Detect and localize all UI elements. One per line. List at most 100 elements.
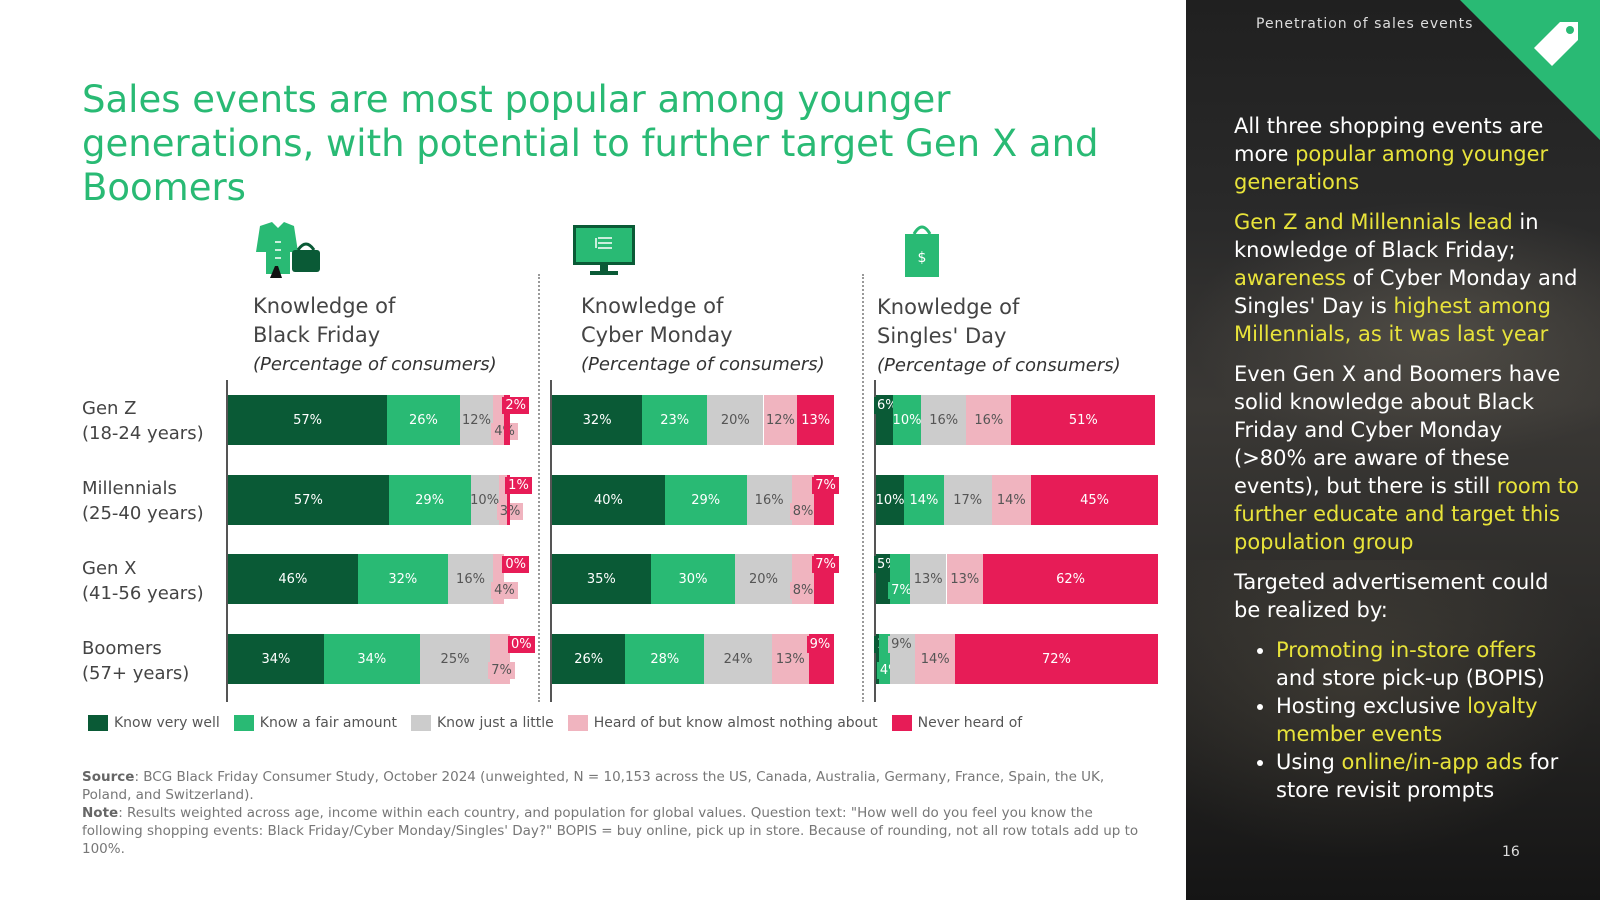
section-label: Penetration of sales events (1256, 16, 1474, 32)
legend-item: Know just a little (410, 715, 554, 731)
bar-segment-heard-of: 14% (915, 634, 955, 684)
svg-text:$: $ (918, 250, 927, 266)
data-label: 4% (491, 582, 518, 599)
panel-divider (862, 274, 864, 702)
bar-segment-never-heard: 72% (954, 634, 1158, 684)
page-title: Sales events are most popular among youn… (82, 78, 1099, 209)
bar-segment-just-a-little: 16% (447, 554, 494, 604)
bar-segment-just-a-little: 16% (746, 475, 792, 525)
bar-segment-very-well: 57% (228, 395, 388, 445)
main-content: Sales events are most popular among youn… (82, 78, 1158, 857)
data-label: 7% (488, 662, 515, 679)
bar-segment-just-a-little: 20% (735, 554, 792, 604)
bar-segment-heard-of: 13% (946, 554, 984, 604)
bar-segment-very-well: 57% (228, 475, 389, 525)
legend-item: Never heard of (891, 715, 1022, 731)
bar-segment-very-well: 26% (552, 634, 626, 684)
data-label: 7% (812, 477, 839, 494)
insight-paragraph: Targeted advertisement could be realized… (1234, 570, 1549, 622)
panel-heading-singles-day: Knowledge of Singles' Day (Percentage of… (877, 295, 1121, 376)
insight-paragraph: Gen Z and Millennials lead in knowledge … (1234, 210, 1578, 346)
bar-segment-never-heard: 62% (983, 554, 1158, 604)
legend-item: Know a fair amount (233, 715, 397, 731)
insight-sidebar: Penetration of sales events All three sh… (1186, 0, 1600, 900)
legend-swatch (567, 715, 588, 731)
bar-segment-very-well: 46% (228, 554, 358, 604)
bar-segment-fair-amount: 23% (642, 395, 708, 445)
bar-segment-fair-amount: 10% (893, 395, 921, 445)
bar-segment-just-a-little: 12% (459, 395, 494, 445)
bar-segment-just-a-little: 20% (707, 395, 764, 445)
chart-axis (550, 380, 552, 702)
insight-paragraph: All three shopping events are more popul… (1234, 114, 1549, 194)
bar-segment-heard-of (493, 554, 505, 604)
bullet-list: Promoting in-store offers and store pick… (1234, 636, 1579, 804)
bar-segment-fair-amount (878, 634, 891, 684)
list-item: Using online/in-app ads for store revisi… (1276, 748, 1579, 804)
bar-segment-heard-of: 14% (991, 475, 1032, 525)
legend-swatch (410, 715, 431, 731)
bar-segment-fair-amount: 29% (388, 475, 471, 525)
bar-segment-fair-amount: 29% (664, 475, 747, 525)
page-number: 16 (1502, 844, 1520, 860)
bar-segment-fair-amount: 32% (357, 554, 448, 604)
bar-segment-fair-amount: 28% (625, 634, 705, 684)
bar-segment-heard-of (493, 395, 505, 445)
bar-segment-fair-amount: 26% (387, 395, 460, 445)
bar-segment-very-well: 40% (552, 475, 665, 525)
computer-monitor-icon (573, 225, 635, 275)
bar-segment-very-well: 32% (552, 395, 643, 445)
bar-segment-just-a-little: 10% (470, 475, 499, 525)
list-item: Hosting exclusive loyalty member events (1276, 692, 1579, 748)
bar-segment-never-heard (504, 395, 510, 445)
data-label: 8% (789, 503, 817, 520)
panel-heading-black-friday: Knowledge of Black Friday (Percentage of… (253, 294, 497, 375)
bar-segment-heard-of: 12% (763, 395, 798, 445)
data-label: 9% (888, 636, 915, 653)
clothing-bag-icon (256, 222, 320, 278)
bar-segment-very-well: 35% (552, 554, 651, 604)
bar-segment-just-a-little: 24% (704, 634, 772, 684)
chart-axis (226, 380, 228, 702)
row-label-gen-z: Gen Z (18-24 years) (82, 398, 204, 444)
legend-swatch (88, 715, 108, 731)
bar-segment-very-well: 34% (228, 634, 324, 684)
data-label: 9% (806, 636, 834, 653)
panel-heading-cyber-monday: Knowledge of Cyber Monday (Percentage of… (581, 294, 825, 375)
row-label-millennials: Millennials (25-40 years) (82, 478, 204, 524)
chart-axis (874, 380, 876, 702)
legend-swatch (891, 715, 912, 731)
insight-paragraph: Even Gen X and Boomers have solid knowle… (1234, 362, 1579, 554)
bar-segment-just-a-little: 25% (419, 634, 491, 684)
data-label: 0% (508, 636, 535, 653)
bar-segment-fair-amount: 14% (904, 475, 944, 525)
bar-segment-very-well: 10% (876, 475, 905, 525)
row-label-gen-x: Gen X (41-56 years) (82, 558, 204, 604)
bar-segment-just-a-little: 16% (921, 395, 967, 445)
data-label: 3% (496, 503, 524, 520)
data-label: 7% (888, 582, 915, 599)
source-note: Source: BCG Black Friday Consumer Study,… (82, 769, 1139, 857)
chart-legend: Know very well Know a fair amount Know j… (88, 715, 1022, 731)
bar-segment-never-heard: 13% (797, 395, 834, 445)
data-label: 0% (502, 556, 529, 573)
bar-segment-heard-of (498, 475, 508, 525)
bar-segment-heard-of: 16% (966, 395, 1012, 445)
bar-segment-never-heard: 51% (1011, 395, 1156, 445)
list-item: Promoting in-store offers and store pick… (1276, 636, 1579, 692)
row-label-boomers: Boomers (57+ years) (82, 638, 190, 684)
data-label: 7% (812, 556, 839, 573)
shopping-bag-dollar-icon: $ (905, 225, 939, 277)
insight-text: All three shopping events are more popul… (1234, 112, 1579, 804)
bar-segment-very-well (876, 634, 879, 684)
bar-segment-never-heard (507, 475, 510, 525)
data-label: 2% (502, 397, 530, 414)
bar-segment-never-heard: 45% (1031, 475, 1158, 525)
bar-segment-just-a-little: 17% (943, 475, 992, 525)
bar-segment-heard-of: 13% (771, 634, 809, 684)
bar-segment-just-a-little: 13% (909, 554, 947, 604)
legend-item: Heard of but know almost nothing about (567, 715, 878, 731)
data-label: 8% (789, 582, 817, 599)
panel-divider (538, 274, 540, 702)
legend-swatch (233, 715, 254, 731)
